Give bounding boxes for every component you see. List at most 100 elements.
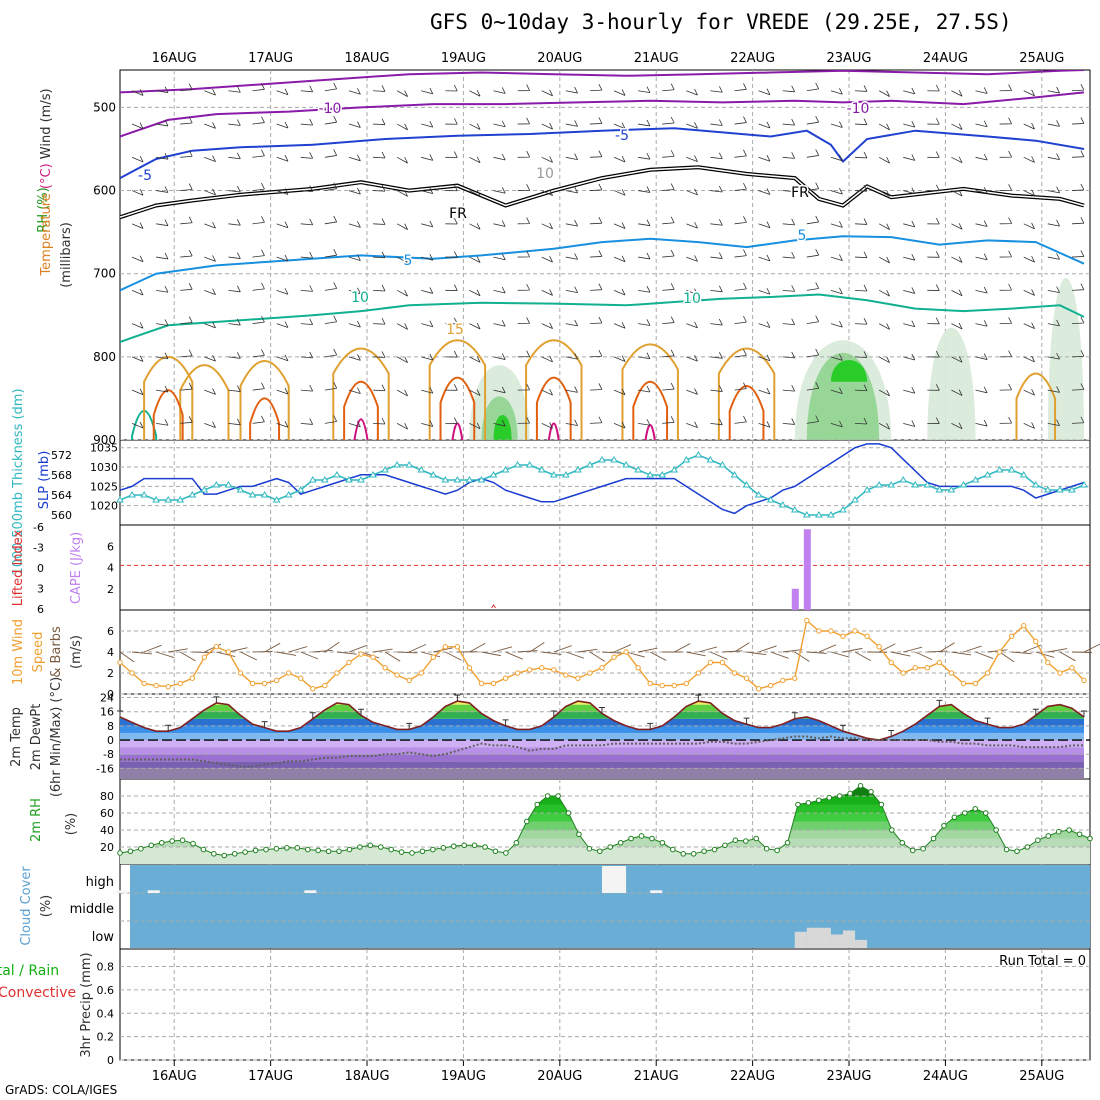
thickness-tick-label: 568 [51,469,72,482]
cape-bar [803,529,811,610]
wind-speed-point [767,682,774,689]
wind-barb [589,250,603,258]
wind-barb [878,156,890,164]
wind-speed-point [828,628,834,634]
wind-barb [131,355,144,362]
wind-speed-point [960,680,967,687]
wind-barb [782,285,796,292]
wind-barb [975,153,988,161]
thickness-marker [634,466,643,473]
credit-label: GrADS: COLA/IGES [5,1083,118,1097]
pressure-axis-label-part: (millibars) [59,222,74,288]
cloud-block [304,890,317,893]
wind-barb [204,188,216,196]
thickness-tick-label: 560 [51,509,72,522]
wind-barb [276,321,289,328]
wind-barb [710,185,723,193]
wind-barb [131,421,144,429]
wind-speed-point [189,675,195,681]
wind-barb [469,389,481,396]
temperature-diurnal-contour [717,347,776,440]
wind-barb [1071,117,1085,125]
wind-barb [493,220,506,227]
thickness-marker [236,486,245,493]
wind-barb [204,122,216,129]
wind-speed-point [1021,623,1027,629]
thickness-marker [814,511,823,518]
rh-point [336,848,342,855]
temperature-diurnal-contour [535,376,572,440]
wind-speed-point [358,651,364,657]
pressure-tick-label: 600 [93,184,116,198]
top-date-label: 25AUG [1019,51,1064,66]
wind-barb [975,286,988,294]
wind-barb [927,284,940,291]
wind-speed-point [418,670,424,676]
thickness-marker [441,476,450,483]
wind-barb [1047,219,1060,227]
rh-band [120,813,1090,822]
bottom-date-label: 25AUG [1019,1069,1064,1084]
wind-speed-point [261,680,268,687]
wind-barb [710,352,723,359]
wind-barb [734,116,747,125]
wind-barb [541,122,553,130]
wind-barb [1047,253,1060,260]
rh-point [1066,827,1072,833]
wind-speed-point [442,644,449,650]
wind-speed-point [623,649,629,655]
wind-speed-point [117,659,123,666]
wind-speed-point [153,682,159,689]
rh-point [367,842,374,849]
wind-barb [131,189,144,196]
wind-speed-point [213,644,220,650]
rh-point [962,810,968,816]
wind-barb-10m [336,651,357,655]
temp-band [120,732,1084,741]
top-date-label: 18AUG [345,51,390,66]
minmax-tick [454,694,461,702]
thickness-marker [694,451,703,458]
wind-barb-10m [613,644,632,653]
cloud-unit-label: (%) [39,895,54,918]
wind-barb [782,85,796,93]
thickness-marker [477,476,486,483]
wind-barb [855,118,868,126]
wind-barb [565,386,578,393]
wind-barb [662,382,675,391]
thickness-marker [320,476,329,483]
wind-barb [300,351,314,359]
cloud-unit-label-part: (%) [39,895,54,918]
wind-barb-10m [1047,648,1068,653]
wind-barb [686,221,698,229]
wind-barb-10m [794,651,810,662]
wind-barb [734,382,747,391]
wind-barb [951,289,963,297]
slp-tick-label: 1020 [90,500,118,513]
wind-barb [903,87,916,95]
slp-line [119,443,1085,515]
wind-barb [131,288,144,296]
rh-band [120,785,1090,796]
wind-axis-label-2: Speed [31,632,46,673]
cloud-block [855,939,868,948]
minmax-tick [647,722,654,730]
wind-barb [276,387,289,395]
rh-point [690,851,697,857]
wind-barb-10m [915,651,933,661]
temp-tick-label: 24 [100,692,114,705]
wind-barb [565,186,578,194]
wind-barb [421,187,434,195]
wind-barb-10m [854,651,872,662]
wind-speed-point [225,649,232,655]
wind-barb [638,86,651,94]
wind-barb [373,351,386,358]
wind-barb [830,154,843,162]
wind-barb [999,84,1012,92]
wind-barb [1071,217,1085,225]
wind-barb-10m [132,651,152,655]
thickness-marker [574,466,582,473]
wind-barb [396,356,408,364]
wind-barb [252,382,265,391]
thickness-marker [284,491,293,498]
